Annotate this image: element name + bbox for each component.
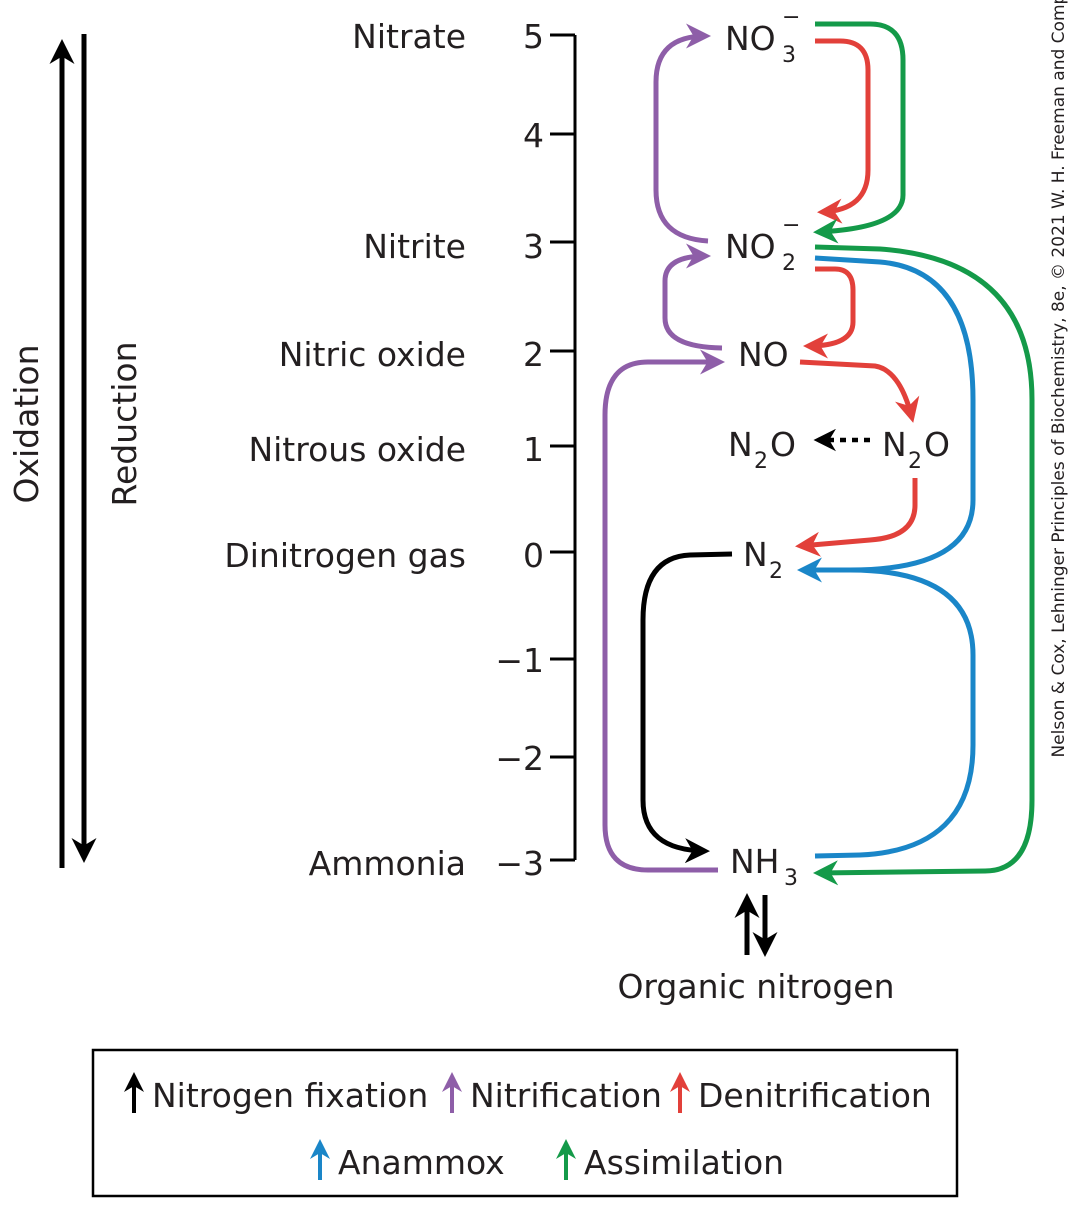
level-value: −3 [495, 844, 544, 883]
denitrification-arrow-no-to-n2o [799, 359, 920, 423]
level-value: 5 [523, 17, 544, 56]
level-value: 2 [523, 335, 544, 374]
anammox-line-ammonia [814, 567, 976, 859]
svg-text:2: 2 [769, 559, 783, 584]
svg-text:Assimilation: Assimilation [584, 1143, 784, 1182]
level-name-nitrite: Nitrite [363, 227, 466, 266]
svg-text:2: 2 [782, 251, 796, 276]
level-value: 1 [523, 430, 544, 469]
level-name-nitric-oxide: Nitric oxide [279, 335, 466, 374]
credit-text: Nelson & Cox, Lehninger Principles of Bi… [1049, 0, 1069, 758]
legend-item-nitrogen-fixation: Nitrogen fixation [124, 1072, 428, 1115]
assimilation-arrow-nitrite-to-ammonia [813, 244, 1035, 886]
oxidation-state-axis [550, 33, 577, 862]
species-ammonia: NH 3 [730, 842, 798, 891]
nitrification-arrow-no-to-nitrite [662, 243, 723, 351]
nitrogen-fixation-arrow [640, 551, 733, 864]
species-nitrite: NO 2 − [725, 213, 800, 276]
nitrification-arrow-nitrite-to-nitrate [653, 23, 711, 244]
svg-text:Nitrification: Nitrification [470, 1076, 662, 1115]
oxidation-label: Oxidation [7, 344, 46, 503]
level-value: −2 [495, 739, 544, 778]
svg-text:2: 2 [908, 449, 922, 474]
svg-text:NO: NO [725, 227, 776, 266]
species-nitrate: NO 3 − [725, 5, 800, 68]
denitrification-arrow-nitrite-to-no [803, 266, 856, 359]
assimilation-arrow-nitrate-to-nitrite [813, 21, 906, 244]
species-nitrous-oxide-left: N 2 O [728, 425, 796, 474]
legend-item-nitrification: Nitrification [442, 1072, 662, 1115]
svg-text:−: − [782, 213, 800, 238]
svg-text:−: − [782, 5, 800, 30]
legend-item-denitrification: Denitrification [670, 1072, 932, 1115]
level-name-ammonia: Ammonia [309, 844, 466, 883]
species-nitrous-oxide-right: N 2 O [882, 425, 950, 474]
species-nitric-oxide: NO [738, 335, 789, 374]
svg-text:O: O [924, 425, 950, 464]
nitrification-arrow-ammonia-to-no [602, 349, 725, 873]
denitrification-arrow-n2o-to-n2 [795, 478, 918, 557]
anammox-line-nitrite [814, 255, 976, 573]
svg-text:N: N [882, 425, 907, 464]
svg-text:N: N [728, 425, 753, 464]
level-name-dinitrogen: Dinitrogen gas [224, 536, 466, 575]
reduction-label: Reduction [105, 342, 144, 507]
svg-text:Nitrogen fixation: Nitrogen fixation [152, 1076, 428, 1115]
level-name-nitrate: Nitrate [352, 17, 466, 56]
svg-text:NO: NO [738, 335, 789, 374]
species-dinitrogen: N 2 [743, 535, 783, 584]
svg-text:Anammox: Anammox [338, 1143, 505, 1182]
organic-nitrogen-label: Organic nitrogen [617, 967, 894, 1006]
svg-text:N: N [743, 535, 768, 574]
svg-text:Denitrification: Denitrification [698, 1076, 932, 1115]
level-value: 0 [523, 536, 544, 575]
level-value: −1 [495, 641, 544, 680]
svg-text:NO: NO [725, 19, 776, 58]
svg-text:3: 3 [784, 866, 798, 891]
level-value: 4 [523, 116, 544, 155]
legend-item-assimilation: Assimilation [556, 1139, 784, 1182]
legend-item-anammox: Anammox [310, 1139, 505, 1182]
svg-text:O: O [770, 425, 796, 464]
svg-text:3: 3 [782, 43, 796, 68]
svg-text:NH: NH [730, 842, 780, 881]
legend: Nitrogen fixation Nitrification Denitrif… [91, 1048, 959, 1198]
denitrification-arrow-nitrate-to-nitrite [815, 38, 871, 224]
level-name-nitrous-oxide: Nitrous oxide [248, 430, 466, 469]
svg-text:2: 2 [754, 449, 768, 474]
level-value: 3 [523, 227, 544, 266]
